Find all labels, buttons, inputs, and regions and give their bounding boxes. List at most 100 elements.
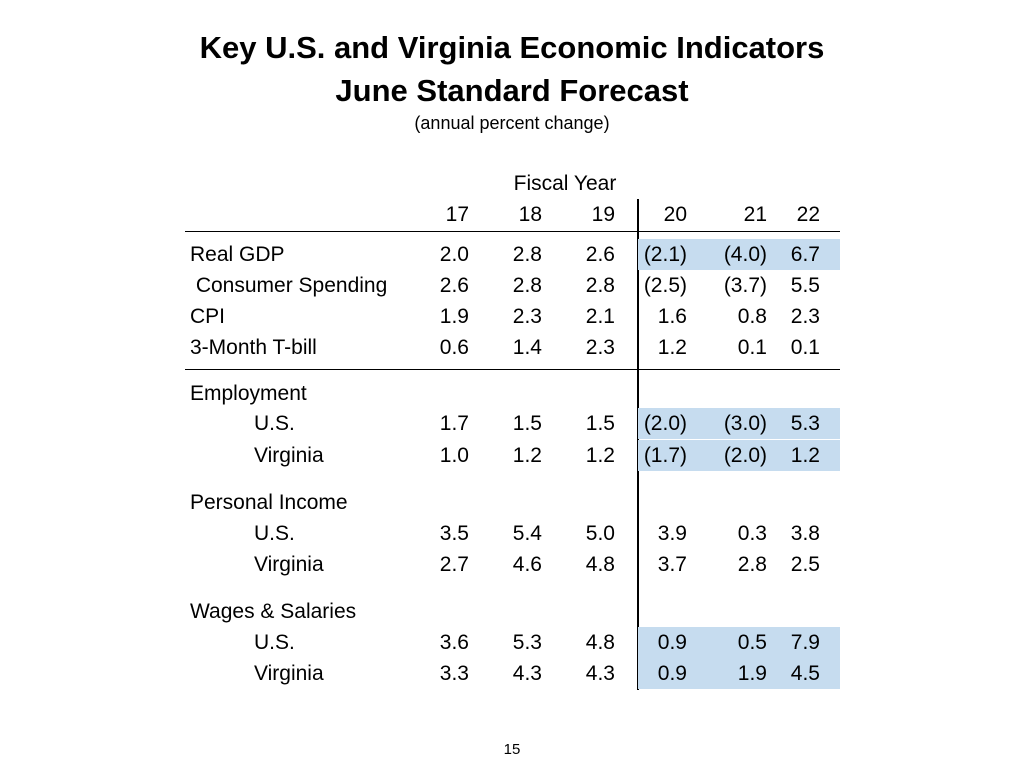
- cell-fy19: 1.5: [585, 412, 615, 435]
- table-row-consumer-spending: Consumer Spending 2.6 2.8 2.8 (2.5) (3.7) 5.5: [0, 270, 1024, 301]
- row-label: Employment: [190, 382, 307, 405]
- cell-fy20: 1.6: [657, 305, 687, 328]
- cell-fy20: 0.9: [657, 662, 687, 685]
- title-line-1: Key U.S. and Virginia Economic Indicator…: [199, 30, 825, 65]
- cell-fy22: 7.9: [790, 631, 820, 654]
- cell-fy22: 5.3: [790, 412, 820, 435]
- section-rule: [185, 369, 840, 370]
- cell-fy20: 3.9: [657, 522, 687, 545]
- cell-fy17: 3.5: [439, 522, 469, 545]
- cell-fy20: (2.1): [643, 243, 687, 266]
- cell-fy17: 1.9: [439, 305, 469, 328]
- year-header-18: 18: [518, 203, 542, 226]
- cell-fy19: 4.8: [585, 553, 615, 576]
- year-header-22: 22: [796, 203, 820, 226]
- row-label: Wages & Salaries: [190, 600, 357, 623]
- forecast-highlight: [638, 408, 840, 439]
- page-number: 15: [503, 741, 521, 758]
- table-row-personal-income-virginia: Virginia 2.7 4.6 4.8 3.7 2.8 2.5: [0, 549, 1024, 580]
- cell-fy18: 1.4: [512, 336, 542, 359]
- forecast-highlight: [638, 440, 840, 471]
- cell-fy20: (2.5): [643, 274, 687, 297]
- cell-fy22: 6.7: [790, 243, 820, 266]
- cell-fy20: (1.7): [643, 444, 687, 467]
- row-label: Virginia: [254, 553, 324, 576]
- cell-fy17: 0.6: [439, 336, 469, 359]
- cell-fy19: 5.0: [585, 522, 615, 545]
- cell-fy20: 3.7: [657, 553, 687, 576]
- cell-fy20: (2.0): [643, 412, 687, 435]
- row-label: U.S.: [254, 412, 295, 435]
- table-row-personal-income-u-s: U.S. 3.5 5.4 5.0 3.9 0.3 3.8: [0, 518, 1024, 549]
- cell-fy19: 1.2: [585, 444, 615, 467]
- cell-fy21: (2.0): [723, 444, 767, 467]
- cell-fy17: 1.7: [439, 412, 469, 435]
- table-row-employment-u-s: U.S. 1.7 1.5 1.5 (2.0) (3.0) 5.3: [0, 408, 1024, 439]
- cell-fy20: 1.2: [657, 336, 687, 359]
- cell-fy19: 4.8: [585, 631, 615, 654]
- cell-fy17: 2.7: [439, 553, 469, 576]
- cell-fy18: 1.2: [512, 444, 542, 467]
- cell-fy18: 4.3: [512, 662, 542, 685]
- table-row-3-month-t-bill: 3-Month T-bill 0.6 1.4 2.3 1.2 0.1 0.1: [0, 332, 1024, 363]
- cell-fy17: 3.6: [439, 631, 469, 654]
- row-label: Personal Income: [190, 491, 348, 514]
- cell-fy17: 2.0: [439, 243, 469, 266]
- cell-fy18: 5.3: [512, 631, 542, 654]
- cell-fy19: 2.8: [585, 274, 615, 297]
- cell-fy21: 0.8: [737, 305, 767, 328]
- forecast-highlight: [638, 239, 840, 270]
- year-header-17: 17: [445, 203, 469, 226]
- row-label: 3-Month T-bill: [190, 336, 317, 359]
- cell-fy22: 2.3: [790, 305, 820, 328]
- cell-fy17: 3.3: [439, 662, 469, 685]
- cell-fy17: 1.0: [439, 444, 469, 467]
- title-line-2: June Standard Forecast: [335, 73, 689, 108]
- section-personal-income: Personal Income: [0, 487, 1024, 518]
- cell-fy22: 0.1: [790, 336, 820, 359]
- cell-fy18: 1.5: [512, 412, 542, 435]
- table-row-wages-salaries-virginia: Virginia 3.3 4.3 4.3 0.9 1.9 4.5: [0, 658, 1024, 689]
- cell-fy21: 0.5: [737, 631, 767, 654]
- table-row-cpi: CPI 1.9 2.3 2.1 1.6 0.8 2.3: [0, 301, 1024, 332]
- cell-fy21: (3.7): [723, 274, 767, 297]
- cell-fy19: 2.1: [585, 305, 615, 328]
- cell-fy21: 1.9: [737, 662, 767, 685]
- cell-fy20: 0.9: [657, 631, 687, 654]
- cell-fy21: 0.3: [737, 522, 767, 545]
- header-rule: [185, 231, 840, 232]
- row-label: Virginia: [254, 444, 324, 467]
- cell-fy18: 5.4: [512, 522, 542, 545]
- cell-fy21: 0.1: [737, 336, 767, 359]
- row-label: Consumer Spending: [190, 274, 388, 297]
- cell-fy18: 2.8: [512, 243, 542, 266]
- forecast-highlight: [638, 658, 840, 689]
- section-employment: Employment: [0, 378, 1024, 409]
- cell-fy22: 2.5: [790, 553, 820, 576]
- row-label: CPI: [190, 305, 226, 328]
- cell-fy18: 2.3: [512, 305, 542, 328]
- cell-fy21: (3.0): [723, 412, 767, 435]
- fiscal-year-header: Fiscal Year: [513, 172, 617, 195]
- cell-fy19: 2.3: [585, 336, 615, 359]
- cell-fy22: 5.5: [790, 274, 820, 297]
- year-header-19: 19: [591, 203, 615, 226]
- cell-fy22: 1.2: [790, 444, 820, 467]
- section-wages-salaries: Wages & Salaries: [0, 596, 1024, 627]
- row-label: Virginia: [254, 662, 324, 685]
- table-row-wages-salaries-u-s: U.S. 3.6 5.3 4.8 0.9 0.5 7.9: [0, 627, 1024, 658]
- cell-fy17: 2.6: [439, 274, 469, 297]
- cell-fy22: 4.5: [790, 662, 820, 685]
- subtitle: (annual percent change): [414, 113, 610, 133]
- table-row-employment-virginia: Virginia 1.0 1.2 1.2 (1.7) (2.0) 1.2: [0, 440, 1024, 471]
- cell-fy22: 3.8: [790, 522, 820, 545]
- cell-fy21: 2.8: [737, 553, 767, 576]
- year-header-21: 21: [743, 203, 767, 226]
- cell-fy18: 4.6: [512, 553, 542, 576]
- table-row-real-gdp: Real GDP 2.0 2.8 2.6 (2.1) (4.0) 6.7: [0, 239, 1024, 270]
- row-label: Real GDP: [190, 243, 285, 266]
- forecast-highlight: [638, 627, 840, 658]
- cell-fy19: 4.3: [585, 662, 615, 685]
- cell-fy19: 2.6: [585, 243, 615, 266]
- row-label: U.S.: [254, 631, 295, 654]
